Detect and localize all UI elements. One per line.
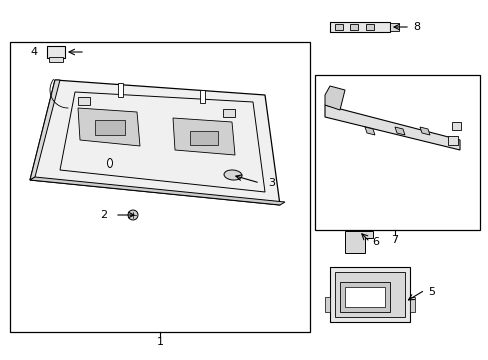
Bar [339,282,389,312]
Text: 4: 4 [31,47,38,57]
Text: 6: 6 [371,237,378,247]
Text: 5: 5 [427,287,434,297]
Polygon shape [419,127,429,135]
Text: 7: 7 [390,235,398,245]
Polygon shape [173,118,235,155]
Bar [325,297,329,312]
Bar [10,42,309,332]
Bar [47,46,65,58]
Bar [49,57,63,62]
Bar [190,131,218,145]
Bar [447,136,457,145]
Bar [349,24,357,30]
Bar [314,75,479,230]
Bar [78,97,90,105]
Bar [95,120,125,135]
Polygon shape [325,86,345,110]
Bar [118,83,123,97]
Bar [200,90,204,103]
Bar [389,23,398,31]
Bar [409,297,414,312]
Bar [329,267,409,322]
Text: 1: 1 [156,337,163,347]
Polygon shape [394,127,404,135]
Text: 3: 3 [267,178,274,188]
Bar [365,24,373,30]
Polygon shape [30,80,60,180]
Text: 2: 2 [100,210,107,220]
Ellipse shape [224,170,242,180]
Bar [334,24,342,30]
Polygon shape [364,127,374,135]
Bar [223,109,235,117]
Bar [451,122,460,130]
Polygon shape [30,80,280,205]
Polygon shape [30,177,285,205]
Polygon shape [325,105,459,150]
Bar [345,287,384,307]
Bar [334,272,404,317]
Ellipse shape [107,158,112,167]
Circle shape [128,210,138,220]
Polygon shape [78,108,140,146]
Text: 8: 8 [412,22,419,32]
Bar [329,22,389,32]
Polygon shape [345,231,372,253]
